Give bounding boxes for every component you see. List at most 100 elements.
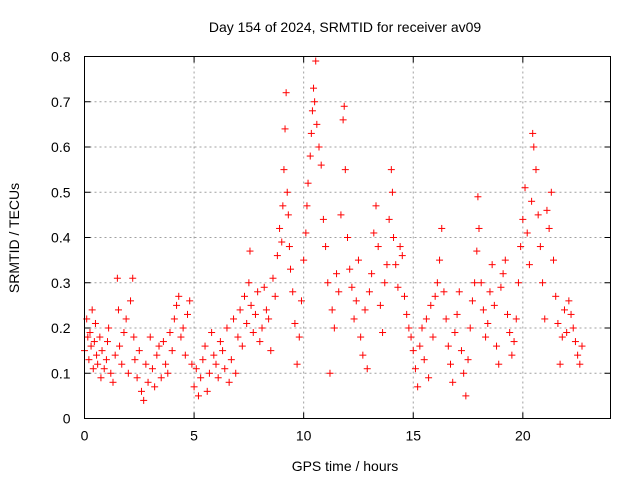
data-point — [212, 360, 220, 368]
data-point — [93, 351, 101, 359]
data-point — [179, 324, 187, 332]
data-point — [552, 292, 560, 300]
data-point — [571, 338, 579, 346]
data-point — [282, 89, 290, 97]
x-tick-labels: 0 5 10 15 20 — [81, 428, 531, 444]
data-point — [280, 166, 288, 174]
data-point — [86, 329, 94, 337]
data-point — [396, 243, 404, 251]
data-point — [464, 356, 472, 364]
data-point — [383, 261, 391, 269]
data-point — [365, 288, 373, 296]
data-point — [142, 360, 150, 368]
data-point — [335, 288, 343, 296]
data-point — [133, 374, 141, 382]
data-point — [495, 360, 503, 368]
data-point — [203, 387, 211, 395]
data-point — [91, 319, 99, 327]
data-point — [232, 369, 240, 377]
data-points — [81, 57, 586, 404]
data-point — [427, 301, 435, 309]
data-point — [558, 333, 566, 341]
data-point — [303, 202, 311, 210]
data-point — [240, 292, 248, 300]
data-point — [175, 292, 183, 300]
data-point — [451, 329, 459, 337]
data-point — [379, 329, 387, 337]
data-point — [221, 365, 229, 373]
data-point — [130, 333, 138, 341]
data-point — [291, 319, 299, 327]
data-point — [116, 342, 124, 350]
data-point — [482, 333, 490, 341]
data-point — [84, 333, 92, 341]
data-point — [411, 365, 419, 373]
data-point — [269, 274, 277, 282]
data-point — [381, 279, 389, 287]
data-point — [357, 333, 365, 341]
data-point — [354, 256, 362, 264]
data-point — [223, 324, 231, 332]
data-point — [328, 306, 336, 314]
data-point — [466, 324, 474, 332]
y-axis-label: SRMTID / TECUs — [6, 183, 22, 293]
data-point — [148, 365, 156, 373]
data-point — [265, 315, 273, 323]
data-point — [405, 324, 413, 332]
data-point — [219, 347, 227, 355]
data-point — [556, 360, 564, 368]
data-point — [279, 202, 287, 210]
data-point — [295, 333, 303, 341]
data-point — [140, 396, 148, 404]
y-tick-label: 0 — [63, 411, 71, 427]
data-point — [254, 288, 262, 296]
data-point — [341, 166, 349, 174]
data-point — [137, 387, 145, 395]
data-point — [501, 256, 509, 264]
data-point — [194, 392, 202, 400]
data-point — [96, 333, 104, 341]
data-point — [162, 360, 170, 368]
data-point — [484, 319, 492, 327]
data-point — [118, 360, 126, 368]
data-point — [420, 356, 428, 364]
data-point — [238, 342, 246, 350]
data-point — [315, 143, 323, 151]
y-tick-label: 0.4 — [51, 230, 71, 246]
data-point — [433, 279, 441, 287]
data-point — [431, 292, 439, 300]
data-point — [576, 360, 584, 368]
data-point — [337, 211, 345, 219]
data-point — [387, 166, 395, 174]
data-point — [512, 315, 520, 323]
data-point — [246, 247, 254, 255]
data-point — [249, 329, 257, 337]
data-point — [197, 374, 205, 382]
data-point — [251, 310, 259, 318]
x-tick-label: 20 — [515, 428, 531, 444]
data-point — [144, 378, 152, 386]
grid-lines — [84, 56, 611, 419]
data-point — [322, 243, 330, 251]
data-point — [192, 365, 200, 373]
data-point — [184, 310, 192, 318]
x-tick-label: 0 — [81, 428, 89, 444]
data-point — [486, 288, 494, 296]
data-point — [541, 315, 549, 323]
data-point — [205, 369, 213, 377]
data-point — [111, 351, 119, 359]
data-point — [122, 315, 130, 323]
data-point — [107, 369, 115, 377]
data-point — [319, 215, 327, 223]
data-point — [190, 383, 198, 391]
data-point — [560, 306, 568, 314]
data-point — [88, 306, 96, 314]
data-point — [462, 392, 470, 400]
y-tick-labels: 0 0.1 0.2 0.3 0.4 0.5 0.6 0.7 0.8 — [51, 49, 71, 427]
x-tick-label: 10 — [296, 428, 312, 444]
data-point — [567, 310, 575, 318]
data-point — [170, 315, 178, 323]
data-point — [499, 270, 507, 278]
data-point — [164, 369, 172, 377]
y-tick-label: 0.5 — [51, 184, 71, 200]
